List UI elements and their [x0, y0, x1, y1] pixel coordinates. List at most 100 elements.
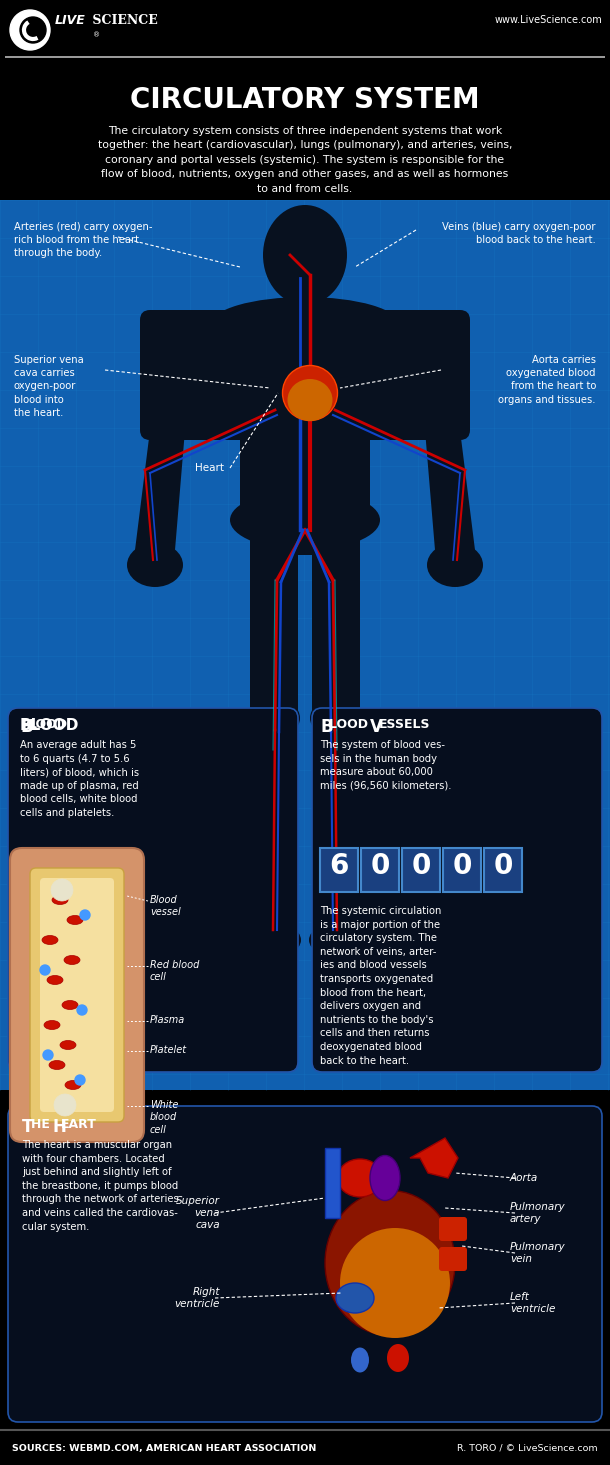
FancyBboxPatch shape — [250, 541, 298, 719]
Ellipse shape — [351, 1348, 369, 1373]
Text: Superior vena
cava carries
oxygen-poor
blood into
the heart.: Superior vena cava carries oxygen-poor b… — [14, 355, 84, 418]
Ellipse shape — [310, 697, 362, 738]
FancyBboxPatch shape — [8, 708, 298, 1072]
Text: Pulmonary
vein: Pulmonary vein — [510, 1242, 565, 1264]
FancyBboxPatch shape — [40, 878, 114, 1112]
Text: R. TORO / © LiveScience.com: R. TORO / © LiveScience.com — [458, 1443, 598, 1452]
Text: www.LiveScience.com: www.LiveScience.com — [494, 15, 602, 25]
Text: B: B — [20, 718, 32, 735]
Bar — [5, 56, 605, 57]
FancyBboxPatch shape — [140, 311, 255, 440]
Circle shape — [10, 10, 50, 50]
Bar — [0, 59, 610, 201]
Ellipse shape — [427, 544, 483, 587]
Circle shape — [20, 18, 46, 42]
Text: The systemic circulation
is a major portion of the
circulatory system. The
netwo: The systemic circulation is a major port… — [320, 905, 442, 1065]
FancyBboxPatch shape — [30, 867, 124, 1122]
Text: BLOOD: BLOOD — [20, 718, 79, 732]
Text: Aorta carries
oxygenated blood
from the heart to
organs and tissues.: Aorta carries oxygenated blood from the … — [498, 355, 596, 404]
Circle shape — [54, 1094, 76, 1116]
Text: CIRCULATORY SYSTEM: CIRCULATORY SYSTEM — [130, 86, 480, 114]
Text: White
blood
cell: White blood cell — [150, 1100, 178, 1135]
Text: LOOD: LOOD — [329, 718, 372, 731]
Ellipse shape — [287, 379, 332, 420]
FancyBboxPatch shape — [313, 730, 357, 930]
Circle shape — [75, 1075, 85, 1086]
Text: LOOD: LOOD — [29, 718, 68, 731]
Bar — [293, 300, 317, 322]
Text: T: T — [22, 1118, 34, 1135]
FancyBboxPatch shape — [240, 318, 370, 519]
Text: The system of blood ves-
sels in the human body
measure about 60,000
miles (96,5: The system of blood ves- sels in the hum… — [320, 740, 451, 791]
Polygon shape — [425, 431, 475, 549]
Ellipse shape — [127, 544, 183, 587]
Ellipse shape — [336, 1283, 374, 1313]
Text: Right
ventricle: Right ventricle — [174, 1286, 220, 1310]
Bar — [0, 1430, 610, 1465]
Ellipse shape — [49, 1061, 65, 1069]
Text: B: B — [320, 718, 332, 735]
Bar — [443, 848, 481, 892]
FancyBboxPatch shape — [10, 848, 144, 1143]
Polygon shape — [325, 1149, 340, 1217]
Circle shape — [77, 1005, 87, 1015]
Polygon shape — [135, 431, 185, 549]
Circle shape — [80, 910, 90, 920]
Ellipse shape — [65, 1081, 81, 1090]
Ellipse shape — [337, 1159, 382, 1197]
Ellipse shape — [309, 920, 385, 960]
Text: 0: 0 — [370, 853, 390, 880]
Bar — [0, 201, 610, 1090]
Text: H: H — [52, 1118, 66, 1135]
Text: Pulmonary
artery: Pulmonary artery — [510, 1201, 565, 1225]
Ellipse shape — [62, 1001, 78, 1009]
Ellipse shape — [52, 895, 68, 904]
Circle shape — [40, 965, 50, 976]
Bar — [361, 848, 399, 892]
Ellipse shape — [44, 1021, 60, 1030]
Text: ESSELS: ESSELS — [379, 718, 431, 731]
Circle shape — [43, 1050, 53, 1061]
Text: Superior
vena
cava: Superior vena cava — [176, 1195, 220, 1231]
FancyBboxPatch shape — [439, 1217, 467, 1241]
Ellipse shape — [210, 297, 400, 353]
Text: V: V — [370, 718, 383, 735]
Text: SOURCES: WEBMD.COM, AMERICAN HEART ASSOCIATION: SOURCES: WEBMD.COM, AMERICAN HEART ASSOC… — [12, 1443, 317, 1452]
Ellipse shape — [42, 936, 58, 945]
Text: 6: 6 — [329, 853, 349, 880]
Text: 0: 0 — [452, 853, 472, 880]
FancyBboxPatch shape — [8, 1106, 602, 1423]
Ellipse shape — [67, 916, 83, 924]
Ellipse shape — [282, 365, 337, 420]
Text: 0: 0 — [493, 853, 512, 880]
Ellipse shape — [47, 976, 63, 984]
Polygon shape — [410, 1138, 458, 1178]
Ellipse shape — [230, 489, 380, 549]
Text: Left
ventricle: Left ventricle — [510, 1292, 555, 1314]
Ellipse shape — [263, 205, 347, 305]
Bar — [484, 848, 522, 892]
Text: Red blood
cell: Red blood cell — [150, 960, 199, 983]
Bar — [250, 500, 360, 555]
Text: An average adult has 5
to 6 quarts (4.7 to 5.6
liters) of blood, which is
made u: An average adult has 5 to 6 quarts (4.7 … — [20, 740, 139, 817]
Text: Heart: Heart — [195, 463, 224, 473]
FancyBboxPatch shape — [355, 311, 470, 440]
Bar — [320, 848, 358, 892]
Text: Arteries (red) carry oxygen-
rich blood from the heart
through the body.: Arteries (red) carry oxygen- rich blood … — [14, 223, 152, 258]
Ellipse shape — [370, 1156, 400, 1200]
Text: Blood
vessel: Blood vessel — [150, 895, 181, 917]
Text: Plasma: Plasma — [150, 1015, 185, 1026]
Text: EART: EART — [61, 1118, 97, 1131]
Text: HE: HE — [31, 1118, 54, 1131]
Ellipse shape — [60, 1040, 76, 1049]
Ellipse shape — [325, 1191, 455, 1336]
Ellipse shape — [340, 1228, 450, 1338]
FancyBboxPatch shape — [312, 708, 602, 1072]
Ellipse shape — [225, 920, 301, 960]
Circle shape — [51, 879, 73, 901]
Text: ®: ® — [93, 32, 100, 38]
Text: 0: 0 — [411, 853, 431, 880]
FancyBboxPatch shape — [312, 541, 360, 719]
Bar — [402, 848, 440, 892]
Text: Aorta: Aorta — [510, 1173, 538, 1184]
